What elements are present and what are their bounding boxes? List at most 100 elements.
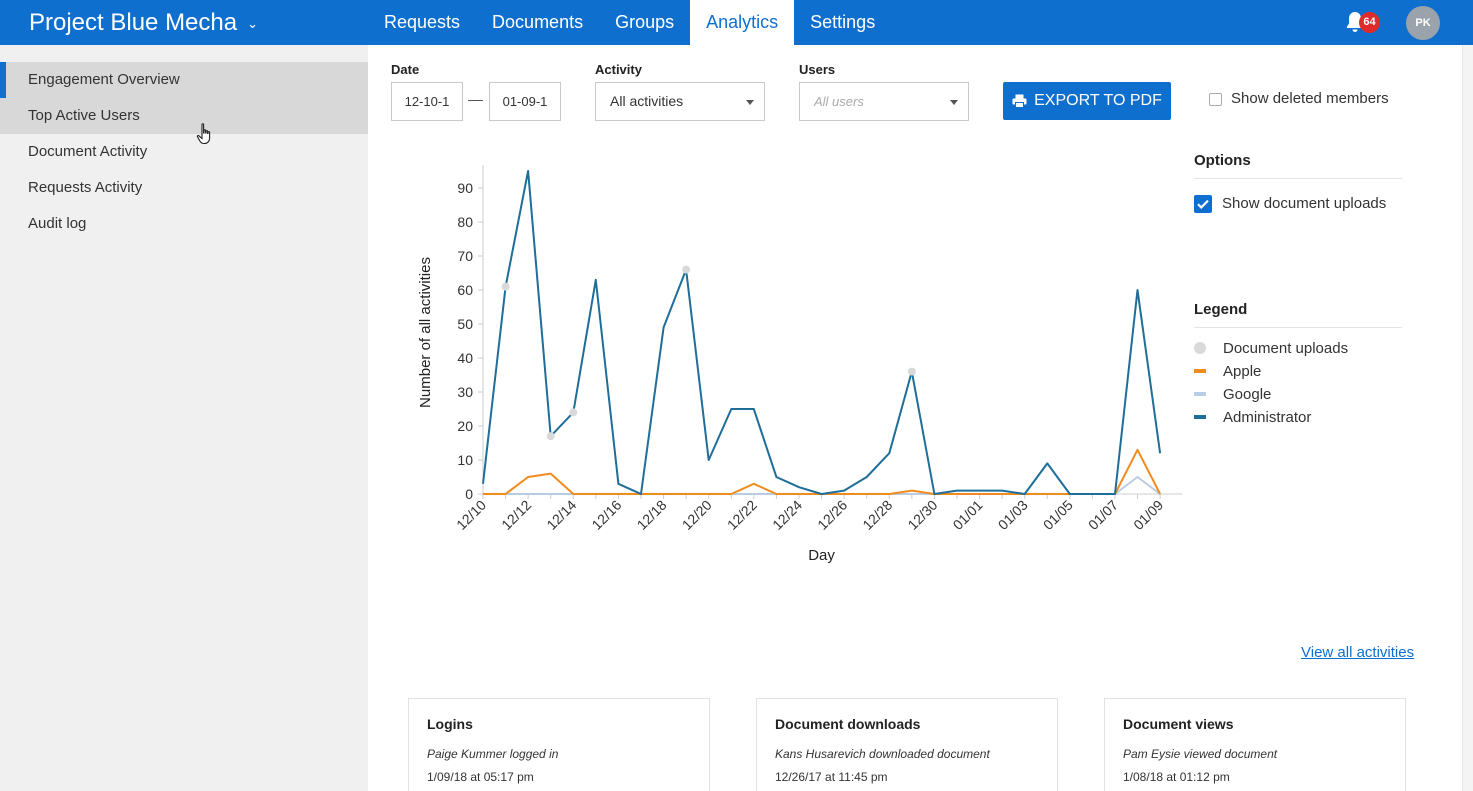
show-uploads-checkbox[interactable] bbox=[1194, 195, 1212, 213]
y-tick-label: 10 bbox=[457, 452, 473, 468]
legend-item-google: Google bbox=[1194, 384, 1271, 404]
x-axis-label: Day bbox=[808, 547, 835, 564]
x-tick-label: 12/26 bbox=[814, 497, 850, 533]
users-label: Users bbox=[799, 62, 836, 77]
y-tick-label: 90 bbox=[457, 180, 473, 196]
caret-down-icon bbox=[950, 100, 958, 105]
x-tick-label: 12/28 bbox=[859, 497, 895, 533]
sidebar-item-requests-activity[interactable]: Requests Activity bbox=[28, 179, 143, 196]
x-tick-label: 01/05 bbox=[1040, 497, 1076, 533]
legend-item-administrator: Administrator bbox=[1194, 407, 1311, 427]
bar-swatch-icon bbox=[1194, 415, 1206, 419]
x-tick-label: 12/14 bbox=[543, 497, 579, 533]
card-date: 1/09/18 at 05:17 pm bbox=[427, 770, 534, 784]
y-axis-label: Number of all activities bbox=[417, 257, 434, 408]
y-tick-label: 70 bbox=[457, 248, 473, 264]
document-upload-point bbox=[682, 265, 691, 274]
legend-item-document-uploads: Document uploads bbox=[1194, 338, 1348, 358]
card-date: 12/26/17 at 11:45 pm bbox=[775, 770, 888, 784]
x-tick-label: 12/20 bbox=[679, 497, 715, 533]
y-tick-label: 20 bbox=[457, 418, 473, 434]
x-tick-label: 12/12 bbox=[498, 497, 534, 533]
main-nav: Requests Documents Groups Analytics Sett… bbox=[368, 0, 891, 45]
export-pdf-button[interactable]: EXPORT TO PDF bbox=[1003, 82, 1171, 120]
x-tick-label: 12/10 bbox=[453, 497, 489, 533]
document-upload-point bbox=[546, 432, 555, 441]
y-tick-label: 30 bbox=[457, 384, 473, 400]
tab-analytics[interactable]: Analytics bbox=[690, 0, 795, 45]
legend-label: Document uploads bbox=[1223, 339, 1349, 357]
tab-documents[interactable]: Documents bbox=[492, 12, 584, 32]
legend-label: Apple bbox=[1223, 362, 1262, 380]
y-tick-label: 80 bbox=[457, 214, 473, 230]
y-tick-label: 60 bbox=[457, 282, 473, 298]
vertical-scrollbar[interactable] bbox=[1462, 45, 1473, 791]
series-line-apple bbox=[483, 448, 1161, 495]
y-tick-label: 0 bbox=[465, 486, 473, 502]
legend-divider bbox=[1194, 327, 1402, 328]
printer-icon bbox=[1012, 94, 1027, 108]
date-range-dash bbox=[468, 100, 483, 101]
card-text: Kans Husarevich downloaded document bbox=[775, 747, 990, 761]
card-title: Document downloads bbox=[775, 716, 921, 732]
activity-label: Activity bbox=[595, 62, 642, 77]
options-title: Options bbox=[1194, 152, 1251, 169]
series-line-administrator bbox=[482, 170, 1162, 495]
chevron-down-icon: ⌄ bbox=[247, 16, 259, 31]
legend-label: Google bbox=[1223, 385, 1272, 403]
sidebar-item-engagement-overview[interactable]: Engagement Overview bbox=[0, 62, 368, 98]
tab-settings[interactable]: Settings bbox=[810, 12, 876, 32]
date-end-input[interactable]: 01-09-1 bbox=[489, 82, 561, 121]
legend-title: Legend bbox=[1194, 301, 1248, 318]
x-tick-label: 01/07 bbox=[1085, 497, 1121, 533]
sidebar: Engagement Overview Top Active Users Doc… bbox=[0, 45, 368, 791]
circle-swatch-icon bbox=[1194, 342, 1206, 354]
sidebar-item-document-activity[interactable]: Document Activity bbox=[28, 143, 148, 160]
legend-item-apple: Apple bbox=[1194, 361, 1261, 381]
document-upload-point bbox=[501, 282, 510, 291]
document-upload-point bbox=[569, 408, 578, 417]
activity-value: All activities bbox=[610, 93, 684, 109]
date-start-input[interactable]: 12-10-1 bbox=[391, 82, 463, 121]
activity-chart: 0 10 20 30 40 50 60 70 80 90 12/10 12/12 12/14 12/16 1… bbox=[417, 165, 1183, 564]
notification-badge: 64 bbox=[1359, 12, 1380, 33]
project-switcher[interactable]: Project Blue Mecha ⌄ bbox=[29, 9, 258, 37]
x-tick-label: 01/09 bbox=[1130, 497, 1166, 533]
bar-swatch-icon bbox=[1194, 392, 1206, 396]
document-views-card: Document views Pam Eysie viewed document… bbox=[1104, 698, 1406, 791]
options-divider bbox=[1194, 178, 1402, 179]
card-text: Paige Kummer logged in bbox=[427, 747, 559, 761]
bar-swatch-icon bbox=[1194, 369, 1206, 373]
card-title: Document views bbox=[1123, 716, 1234, 732]
checkmark-icon bbox=[1197, 199, 1209, 209]
logins-card: Logins Paige Kummer logged in 1/09/18 at… bbox=[408, 698, 710, 791]
x-tick-label: 12/22 bbox=[724, 497, 760, 533]
card-date: 1/08/18 at 01:12 pm bbox=[1123, 770, 1230, 784]
sidebar-item-audit-log[interactable]: Audit log bbox=[28, 215, 87, 232]
date-label: Date bbox=[391, 62, 420, 77]
show-deleted-label: Show deleted members bbox=[1231, 90, 1389, 107]
notifications-button[interactable]: 64 bbox=[1343, 9, 1380, 37]
card-title: Logins bbox=[427, 716, 473, 732]
document-upload-point bbox=[907, 367, 916, 376]
x-tick-label: 01/01 bbox=[950, 497, 986, 533]
x-tick-label: 12/18 bbox=[634, 497, 670, 533]
tab-groups[interactable]: Groups bbox=[615, 12, 675, 32]
avatar[interactable]: PK bbox=[1406, 6, 1440, 40]
tab-requests[interactable]: Requests bbox=[384, 12, 461, 32]
legend-label: Administrator bbox=[1223, 408, 1312, 426]
view-all-activities-link[interactable]: View all activities bbox=[1301, 644, 1415, 661]
card-text: Pam Eysie viewed document bbox=[1123, 747, 1278, 761]
project-title: Project Blue Mecha bbox=[29, 9, 238, 36]
y-tick-label: 50 bbox=[457, 316, 473, 332]
x-tick-label: 01/03 bbox=[995, 497, 1031, 533]
document-downloads-card: Document downloads Kans Husarevich downl… bbox=[756, 698, 1058, 791]
show-deleted-checkbox[interactable] bbox=[1209, 93, 1222, 106]
activity-select[interactable]: All activities bbox=[595, 82, 765, 121]
show-uploads-label: Show document uploads bbox=[1222, 195, 1387, 212]
sidebar-item-top-active-users[interactable]: Top Active Users bbox=[0, 98, 368, 134]
top-bar: Project Blue Mecha ⌄ Requests Documents … bbox=[0, 0, 1473, 45]
users-select[interactable]: All users bbox=[799, 82, 969, 121]
y-tick-label: 40 bbox=[457, 350, 473, 366]
hand-cursor-icon bbox=[196, 123, 211, 145]
